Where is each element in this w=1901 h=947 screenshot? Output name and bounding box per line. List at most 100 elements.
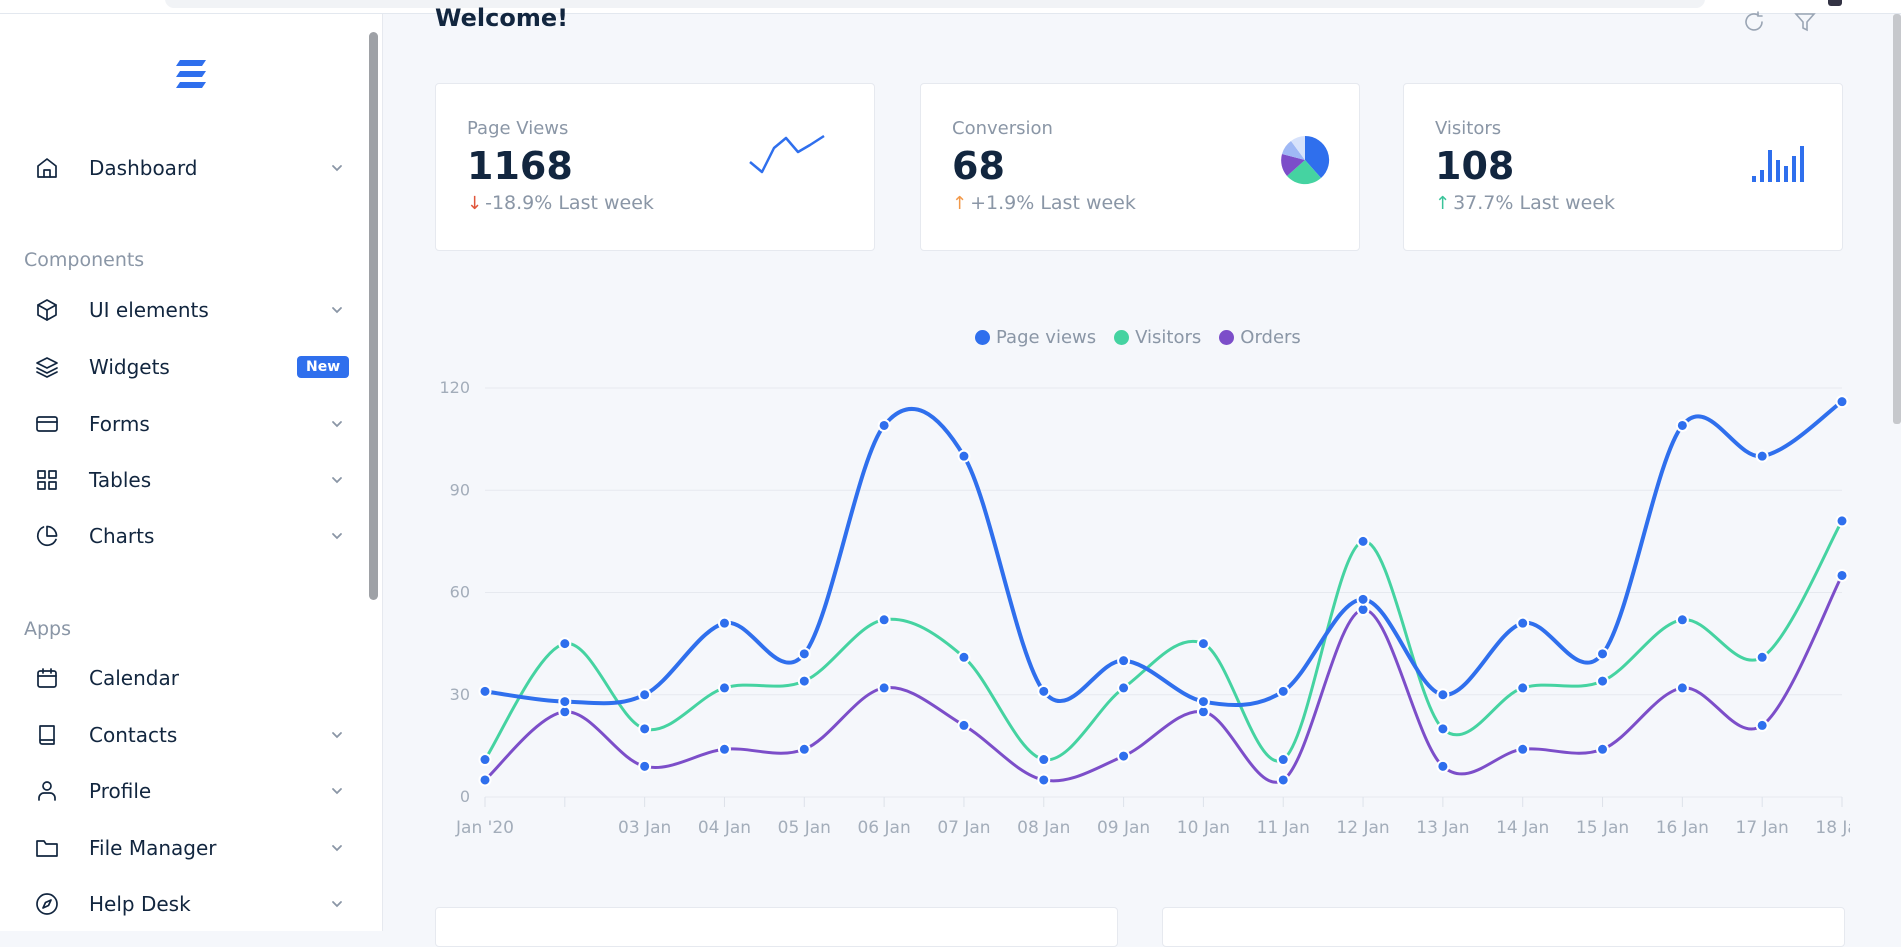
box-icon	[34, 297, 60, 323]
sidebar-item-tables[interactable]: Tables	[0, 460, 370, 500]
x-tick-label: 03 Jan	[618, 818, 671, 838]
data-point-visitors	[478, 753, 492, 767]
page-title: Welcome!	[435, 4, 569, 32]
data-point-visitors	[1117, 681, 1131, 695]
sidebar-item-label: Calendar	[89, 666, 179, 690]
top-bar	[0, 0, 1901, 14]
sidebar-item-label: File Manager	[89, 836, 217, 860]
data-point-visitors	[1196, 637, 1210, 651]
data-point-orders	[717, 742, 731, 756]
chevron-down-icon	[327, 894, 347, 914]
sidebar-item-contacts[interactable]: Contacts	[0, 715, 370, 755]
y-tick-label: 120	[439, 378, 470, 397]
data-point-visitors	[1037, 753, 1051, 767]
chevron-down-icon	[327, 414, 347, 434]
data-point-orders	[1835, 568, 1849, 582]
data-point-page-views	[1596, 647, 1610, 661]
sparkline-bar-icon	[1752, 146, 1804, 182]
sidebar-item-label: Charts	[89, 524, 155, 548]
legend-dot	[975, 330, 990, 345]
stat-change-text: +1.9% Last week	[970, 192, 1136, 214]
stat-change: ↑ +1.9% Last week	[952, 192, 1136, 214]
sidebar-item-forms[interactable]: Forms	[0, 404, 370, 444]
layers-icon	[34, 354, 60, 380]
stat-change: ↑ 37.7% Last week	[1435, 192, 1615, 214]
sparkline-pie-icon	[1281, 135, 1330, 185]
data-point-page-views	[717, 616, 731, 630]
sidebar-item-file-manager[interactable]: File Manager	[0, 828, 370, 868]
sidebar-item-ui-elements[interactable]: UI elements	[0, 290, 370, 330]
section-title-components: Components	[24, 249, 145, 271]
x-tick-label: 09 Jan	[1097, 818, 1150, 838]
page-scrollbar[interactable]	[1893, 14, 1901, 424]
data-point-orders	[1516, 742, 1530, 756]
book-icon	[34, 722, 60, 748]
chevron-down-icon	[327, 725, 347, 745]
data-point-visitors	[1835, 514, 1849, 528]
series-line-page-views	[484, 399, 1844, 708]
compass-icon	[34, 891, 60, 917]
data-point-visitors	[1276, 753, 1290, 767]
data-point-visitors	[1436, 722, 1450, 736]
x-tick-label: 16 Jan	[1656, 818, 1709, 838]
sidebar-item-label: Tables	[89, 468, 152, 492]
legend-label: Orders	[1240, 327, 1301, 348]
data-point-visitors	[797, 674, 811, 688]
sidebar-item-widgets[interactable]: Widgets New	[0, 347, 370, 387]
arrow-down-icon: ↓	[467, 192, 483, 214]
sidebar-item-label: Help Desk	[89, 892, 191, 916]
data-point-page-views	[478, 684, 492, 698]
data-point-orders	[1755, 718, 1769, 732]
sidebar-item-label: UI elements	[89, 298, 209, 322]
x-tick-label: 17 Jan	[1736, 818, 1789, 838]
data-point-page-views	[1675, 418, 1689, 432]
avatar[interactable]	[1828, 0, 1842, 6]
logo-icon[interactable]	[172, 54, 212, 94]
data-point-page-views	[877, 418, 891, 432]
sidebar-item-charts[interactable]: Charts	[0, 516, 370, 556]
data-point-page-views	[1037, 684, 1051, 698]
stat-card-visitors: Visitors 108 ↑ 37.7% Last week	[1403, 83, 1843, 251]
y-tick-label: 60	[450, 583, 470, 602]
data-point-visitors	[1356, 534, 1370, 548]
data-point-page-views	[797, 647, 811, 661]
bottom-card-right	[1162, 907, 1845, 947]
sidebar-scrollbar[interactable]	[369, 32, 378, 600]
y-tick-label: 90	[450, 480, 470, 499]
stat-label: Page Views	[467, 118, 569, 139]
sidebar-item-label: Widgets	[89, 355, 170, 379]
x-tick-label: 08 Jan	[1017, 818, 1070, 838]
sidebar: Dashboard Components UI elements Widgets…	[0, 14, 383, 931]
sidebar-item-profile[interactable]: Profile	[0, 771, 370, 811]
search-input[interactable]	[165, 0, 1705, 8]
legend-item-orders[interactable]: Orders	[1219, 327, 1301, 348]
data-point-page-views	[957, 449, 971, 463]
x-tick-label: 14 Jan	[1496, 818, 1549, 838]
sidebar-item-help-desk[interactable]: Help Desk	[0, 884, 370, 924]
section-title-apps: Apps	[24, 618, 72, 640]
legend-dot	[1114, 330, 1130, 345]
new-badge: New	[297, 356, 350, 378]
data-point-visitors	[877, 613, 891, 627]
stat-card-page-views: Page Views 1168 ↓ -18.9% Last week	[435, 83, 875, 251]
home-icon	[34, 155, 60, 181]
y-tick-label: 0	[460, 787, 470, 806]
data-point-orders	[1117, 749, 1131, 763]
legend-item-visitors[interactable]: Visitors	[1114, 327, 1201, 348]
legend-item-page-views[interactable]: Page views	[975, 327, 1096, 348]
sidebar-item-dashboard[interactable]: Dashboard	[0, 148, 370, 188]
data-point-orders	[478, 773, 492, 787]
data-point-visitors	[1516, 681, 1530, 695]
x-tick-label: 15 Jan	[1576, 818, 1629, 838]
data-point-visitors	[717, 681, 731, 695]
chevron-down-icon	[327, 526, 347, 546]
legend-dot	[1219, 330, 1235, 345]
sidebar-item-label: Forms	[89, 412, 150, 436]
sidebar-item-calendar[interactable]: Calendar	[0, 658, 370, 698]
data-point-page-views	[558, 695, 572, 709]
refresh-icon[interactable]	[1742, 10, 1768, 36]
calendar-icon	[34, 665, 60, 691]
filter-icon[interactable]	[1793, 10, 1819, 36]
x-tick-label: 05 Jan	[778, 818, 831, 838]
line-chart: 0 30 60 90 120 Jan '20 03 Jan 04 Jan 05 Jan 06 Ja…	[439, 378, 1850, 838]
